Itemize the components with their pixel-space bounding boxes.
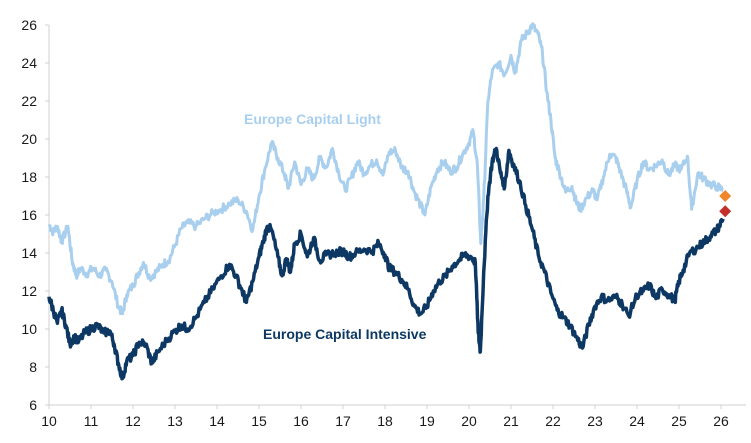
x-tick-label: 11 [84, 413, 99, 429]
x-tick-label: 10 [41, 413, 57, 429]
y-tick-label: 16 [21, 207, 37, 223]
x-tick-label: 26 [713, 413, 729, 429]
x-tick-label: 13 [167, 413, 183, 429]
x-tick-label: 12 [125, 413, 141, 429]
x-tick-label: 14 [209, 413, 225, 429]
markers-layer [719, 190, 732, 218]
y-tick-label: 14 [21, 245, 37, 261]
y-tick-label: 10 [21, 321, 37, 337]
x-tick-label: 19 [419, 413, 435, 429]
series-line-capital-light [47, 22, 724, 316]
y-ticks: 6 8 10 12 14 16 18 20 22 24 26 [21, 17, 49, 413]
y-tick-label: 12 [21, 283, 37, 299]
y-tick-label: 26 [21, 17, 37, 33]
series-label-capital-light: Europe Capital Light [244, 111, 381, 127]
x-tick-label: 25 [671, 413, 687, 429]
x-ticks: 10 11 12 13 14 15 16 17 18 19 20 21 22 23 24 25 26 [41, 405, 729, 429]
end-marker-capital-intensive [719, 205, 732, 218]
x-tick-label: 23 [587, 413, 603, 429]
end-marker-capital-light [719, 190, 732, 202]
x-tick-label: 17 [335, 413, 351, 429]
y-tick-label: 20 [21, 131, 37, 147]
x-tick-label: 24 [629, 413, 645, 429]
y-tick-label: 24 [21, 55, 37, 71]
y-tick-label: 8 [29, 359, 37, 375]
x-tick-label: 16 [293, 413, 309, 429]
x-tick-label: 18 [377, 413, 393, 429]
x-tick-label: 21 [503, 413, 519, 429]
y-tick-label: 18 [21, 169, 37, 185]
x-tick-label: 22 [545, 413, 561, 429]
series-line-capital-intensive [47, 146, 725, 381]
x-tick-label: 20 [461, 413, 477, 429]
y-tick-label: 22 [21, 93, 37, 109]
y-tick-label: 6 [29, 397, 37, 413]
x-tick-label: 15 [251, 413, 267, 429]
series-label-capital-intensive: Europe Capital Intensive [263, 326, 427, 342]
series-layer [47, 22, 725, 381]
